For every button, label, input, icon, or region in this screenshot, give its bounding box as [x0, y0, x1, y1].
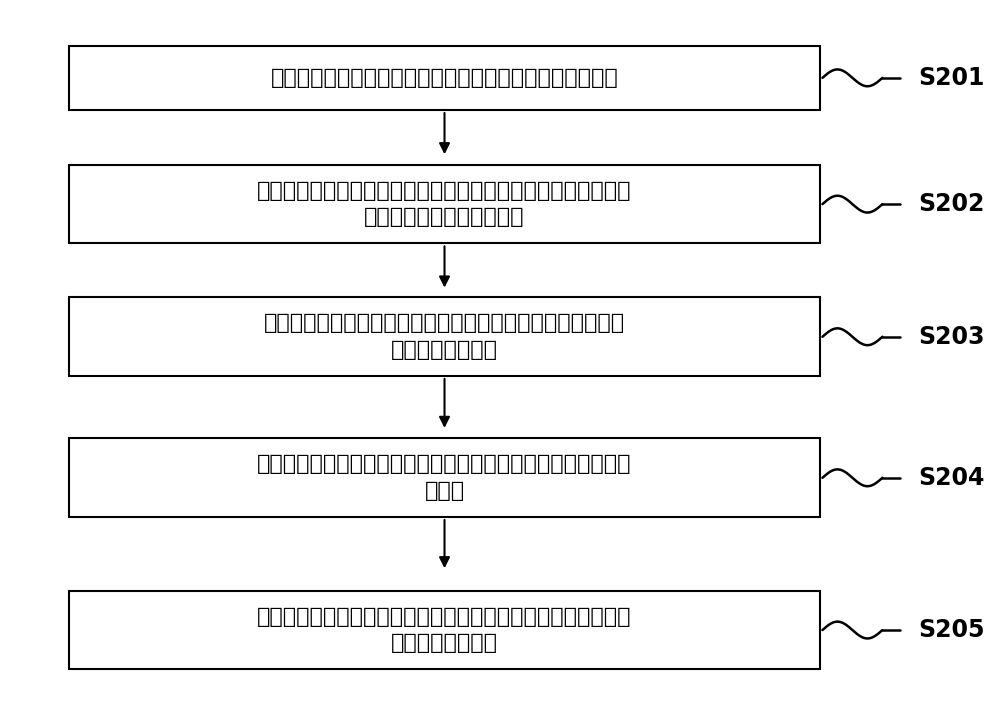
Text: 容器中的细胞数量: 容器中的细胞数量	[391, 633, 498, 653]
FancyBboxPatch shape	[69, 439, 820, 517]
Text: 根据该目标比例尺单位、该目标比例尺长度以及该目标图像尺: 根据该目标比例尺单位、该目标比例尺长度以及该目标图像尺	[264, 313, 625, 334]
FancyBboxPatch shape	[69, 297, 820, 376]
Text: 对该至少一张细胞图像进行处理，得到目标比例尺单位、目标比: 对该至少一张细胞图像进行处理，得到目标比例尺单位、目标比	[257, 181, 632, 201]
FancyBboxPatch shape	[69, 591, 820, 670]
Text: S202: S202	[919, 192, 985, 216]
Text: 寸，计算图像面积: 寸，计算图像面积	[391, 340, 498, 360]
Text: 像比例: 像比例	[424, 481, 465, 501]
Text: S204: S204	[919, 466, 985, 490]
Text: 根据该至少一张细胞图像中的细胞数量，和该图像比例，计算该: 根据该至少一张细胞图像中的细胞数量，和该图像比例，计算该	[257, 607, 632, 627]
Text: S201: S201	[919, 66, 985, 90]
Text: 获取至少一张细胞图像和至少一张细胞图像对应的容器类型: 获取至少一张细胞图像和至少一张细胞图像对应的容器类型	[271, 68, 618, 88]
Text: S203: S203	[919, 324, 985, 349]
FancyBboxPatch shape	[69, 45, 820, 110]
Text: 例尺长度以及目标图像尺寸: 例尺长度以及目标图像尺寸	[364, 207, 525, 227]
Text: 根据该容器类型对应的该容器的底面积，和该图像面积，计算图: 根据该容器类型对应的该容器的底面积，和该图像面积，计算图	[257, 454, 632, 474]
Text: S205: S205	[919, 618, 985, 642]
FancyBboxPatch shape	[69, 165, 820, 244]
